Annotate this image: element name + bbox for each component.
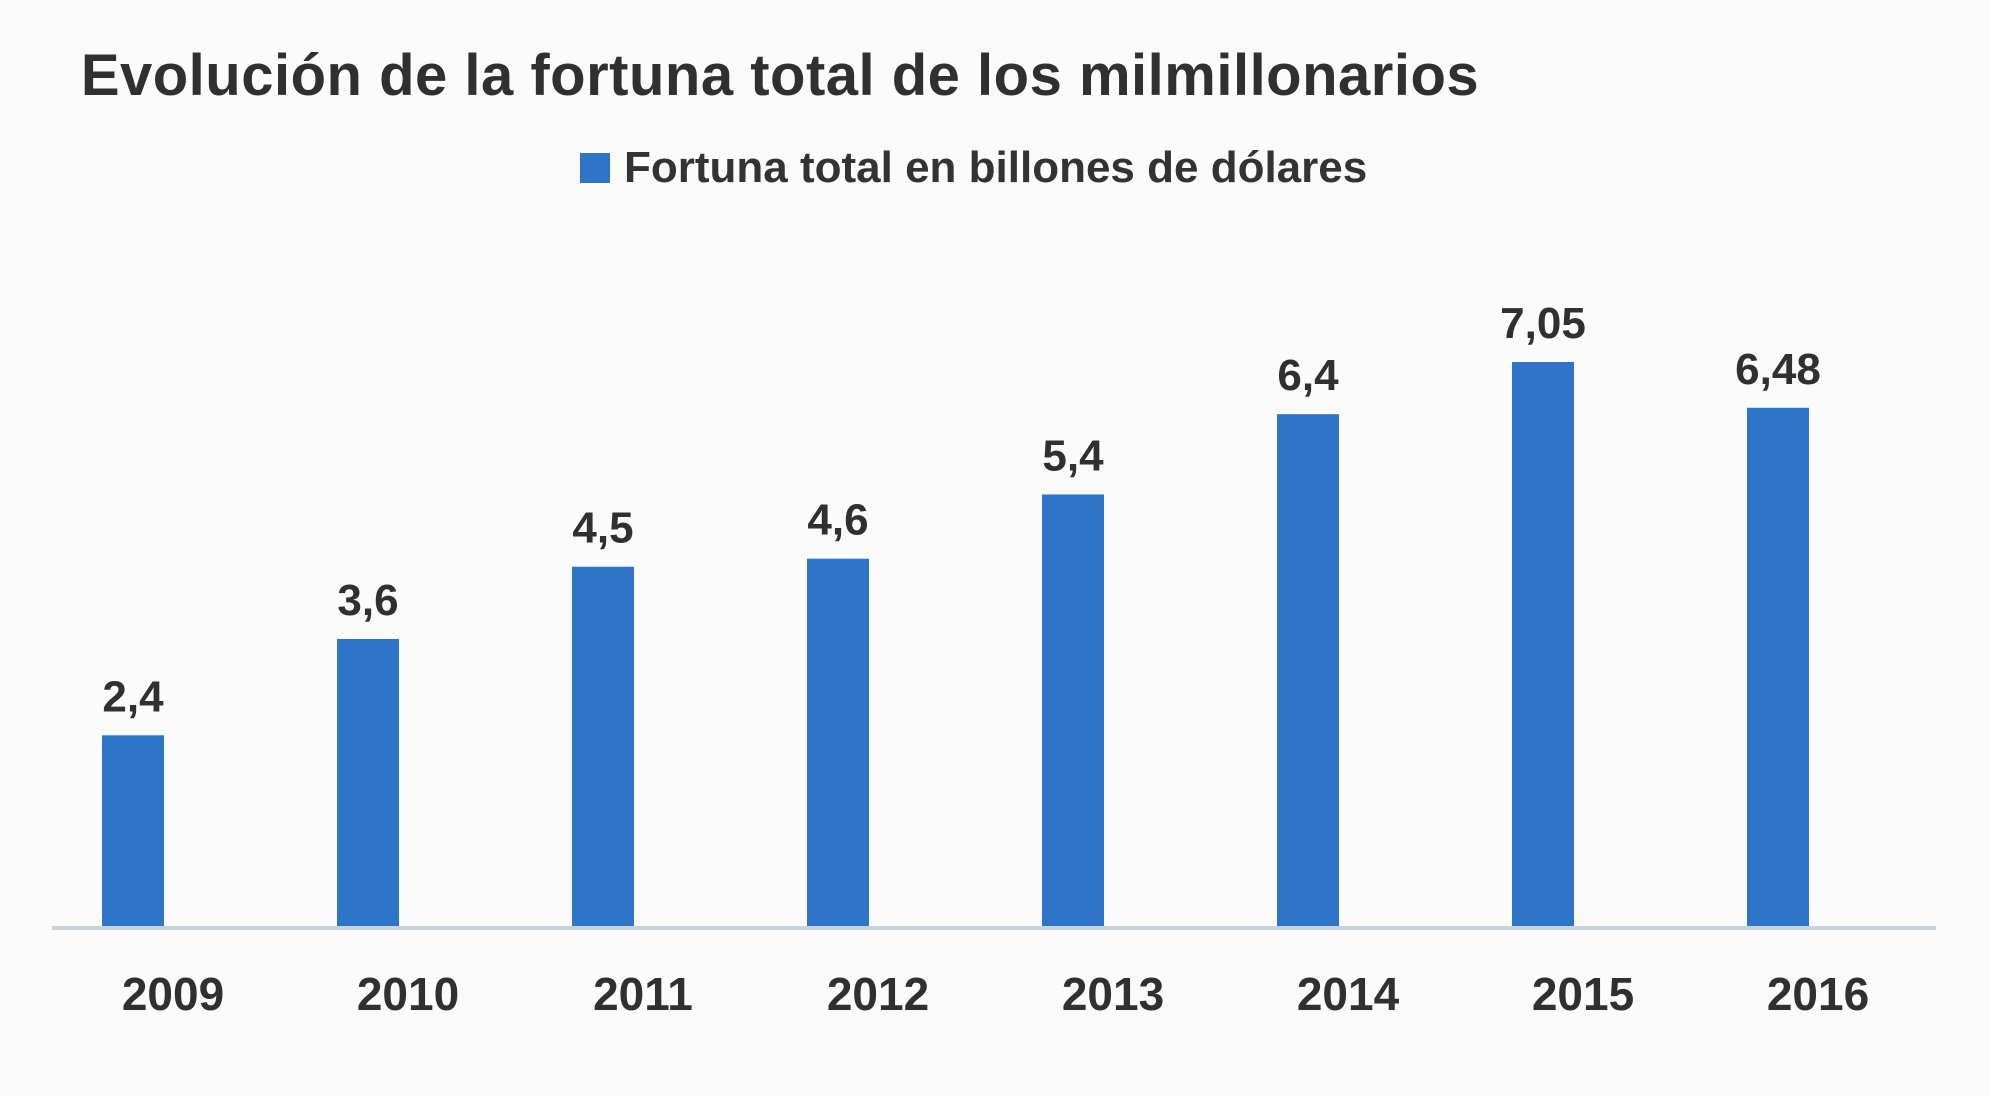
x-tick-label-2010: 2010	[357, 968, 459, 1020]
data-label-2010: 3,6	[337, 576, 398, 625]
bars-layer	[102, 362, 1809, 928]
chart-title: Evolución de la fortuna total de los mil…	[80, 43, 1480, 108]
x-tick-label-2014: 2014	[1297, 968, 1400, 1020]
legend-swatch	[580, 153, 610, 183]
data-label-2012: 4,6	[807, 496, 868, 545]
bar-2012	[807, 558, 869, 928]
x-tick-label-2011: 2011	[593, 968, 693, 1020]
data-label-2009: 2,4	[102, 672, 164, 721]
data-label-2011: 4,5	[572, 504, 633, 553]
value-labels-layer: 2,4 3,6 4,5 4,6 5,4 6,4 7,05 6,48	[102, 299, 1820, 721]
legend-label: Fortuna total en billones de dólares	[624, 143, 1368, 192]
bar-2013	[1042, 494, 1104, 928]
data-label-2015: 7,05	[1500, 299, 1586, 348]
legend: Fortuna total en billones de dólares	[580, 140, 1367, 196]
bar-2009	[102, 735, 164, 928]
x-tick-label-2009: 2009	[122, 968, 224, 1020]
bar-2014	[1277, 414, 1339, 928]
bar-2015	[1512, 362, 1574, 928]
x-tick-label-2013: 2013	[1062, 968, 1164, 1020]
bar-2010	[337, 638, 399, 928]
bar-2016	[1747, 407, 1809, 928]
x-tick-labels-layer: 2009 2010 2011 2012 2013 2014 2015 2016	[122, 968, 1869, 1020]
data-label-2016: 6,48	[1735, 345, 1821, 394]
x-tick-label-2016: 2016	[1767, 968, 1869, 1020]
data-label-2013: 5,4	[1042, 431, 1104, 480]
bar-2011	[572, 566, 634, 928]
x-tick-label-2015: 2015	[1532, 968, 1634, 1020]
x-tick-label-2012: 2012	[827, 968, 929, 1020]
data-label-2014: 6,4	[1277, 351, 1339, 400]
